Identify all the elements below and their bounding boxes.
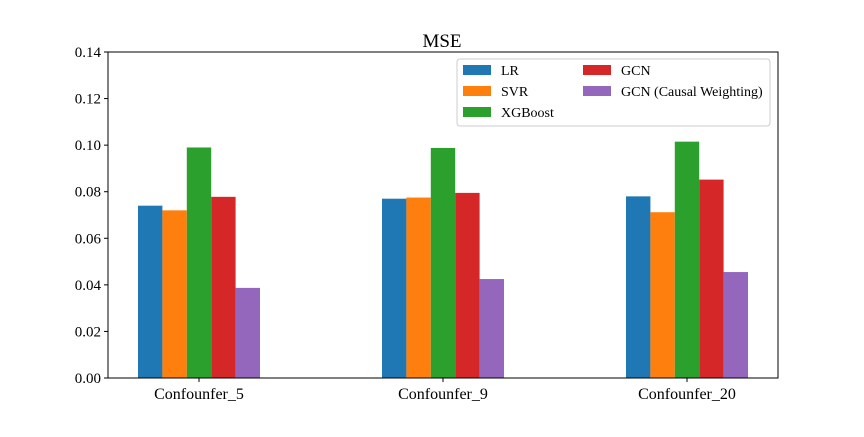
legend-swatch xyxy=(463,65,491,75)
legend-label: GCN xyxy=(621,64,651,79)
bar-gcn-confounfer-20 xyxy=(699,179,724,378)
bar-lr-confounfer-9 xyxy=(382,198,407,378)
bars-layer xyxy=(138,141,748,378)
chart-title: MSE xyxy=(422,31,461,52)
bar-xgboost-confounfer-9 xyxy=(430,147,456,378)
bar-gcn-causal-weighting-confounfer-5 xyxy=(235,287,260,378)
x-tick-label: Confounfer_9 xyxy=(398,386,488,403)
y-tick-label: 0.08 xyxy=(75,185,101,201)
bar-gcn-causal-weighting-confounfer-20 xyxy=(723,272,748,378)
legend-label: XGBoost xyxy=(501,106,554,121)
legend-label: LR xyxy=(501,64,520,79)
y-tick-label: 0.06 xyxy=(75,231,102,247)
y-tick-label: 0.00 xyxy=(75,371,101,387)
x-tick-label: Confounfer_5 xyxy=(154,386,244,403)
bar-xgboost-confounfer-5 xyxy=(186,147,212,378)
bar-svr-confounfer-9 xyxy=(406,197,431,378)
legend-box xyxy=(456,58,771,127)
legend-label: SVR xyxy=(501,85,529,100)
y-tick-label: 0.10 xyxy=(75,138,101,154)
y-tick-label: 0.04 xyxy=(75,278,102,294)
x-tick-label: Confounfer_20 xyxy=(638,386,736,403)
legend-label: GCN (Causal Weighting) xyxy=(621,85,763,100)
legend: LR SVR XGBoost GCN GCN (Causal Weighting) xyxy=(456,58,771,127)
bar-xgboost-confounfer-20 xyxy=(674,141,700,378)
bar-gcn-confounfer-9 xyxy=(455,192,480,378)
bar-lr-confounfer-20 xyxy=(626,196,651,378)
legend-swatch xyxy=(463,86,491,96)
y-tick-label: 0.12 xyxy=(75,92,101,108)
bar-gcn-confounfer-5 xyxy=(211,196,236,378)
bar-svr-confounfer-5 xyxy=(162,210,187,378)
y-tick-label: 0.02 xyxy=(75,324,101,340)
axes-layer: 0.00 0.02 0.04 0.06 0.08 0.10 0.12 0.14 Confounf… xyxy=(75,45,779,403)
bar-lr-confounfer-5 xyxy=(138,205,163,378)
legend-swatch xyxy=(583,65,611,75)
bar-svr-confounfer-20 xyxy=(650,212,675,378)
legend-swatch xyxy=(583,86,611,96)
bar-gcn-causal-weighting-confounfer-9 xyxy=(479,279,504,378)
y-tick-label: 0.14 xyxy=(75,45,102,61)
legend-swatch xyxy=(463,107,491,117)
